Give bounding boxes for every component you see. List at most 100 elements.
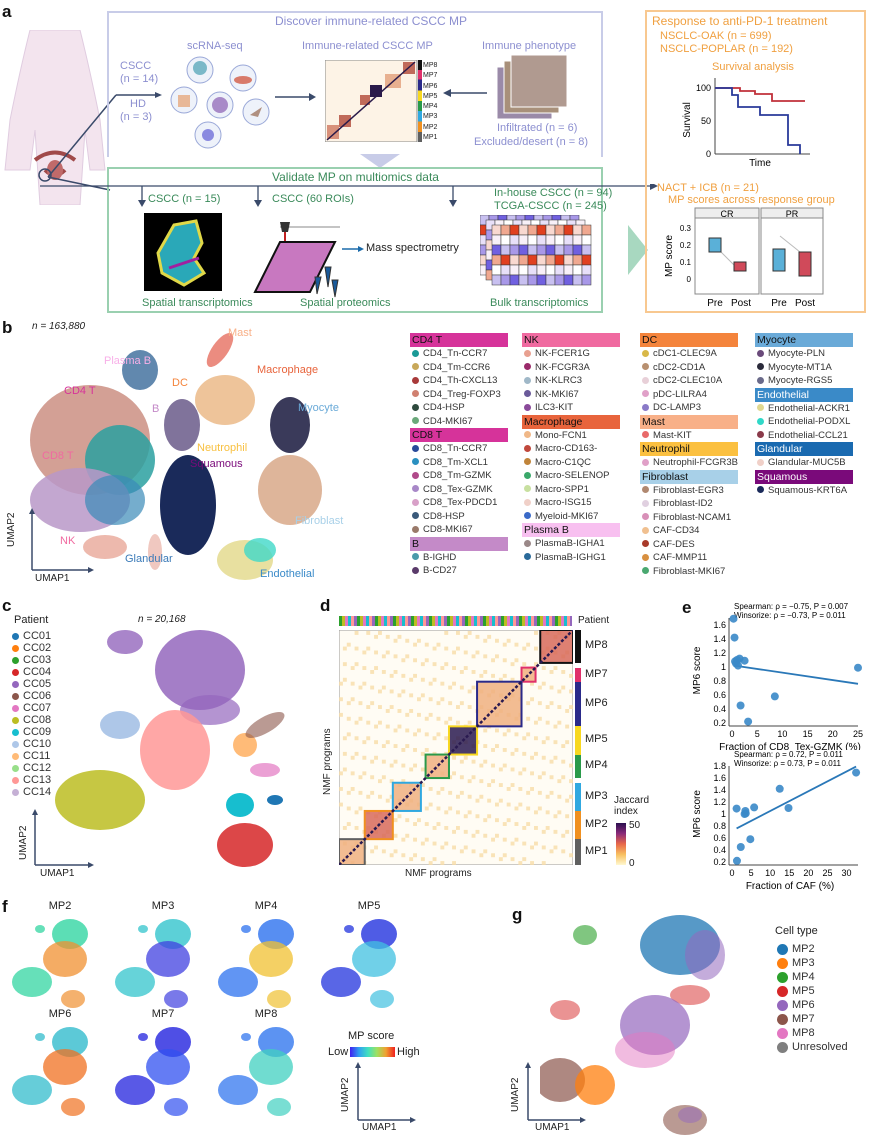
heatmap-cell (440, 845, 445, 850)
heatmap-cell (448, 685, 453, 690)
celltype-label: MP5 (792, 985, 815, 997)
x-tick-label: 15 (784, 868, 794, 878)
heatmap-cell (475, 798, 480, 803)
legend-dot-icon (12, 668, 19, 676)
heatmap-cell (393, 744, 398, 748)
bulk-heatmap-cell (527, 234, 538, 246)
y-tick-label: 1 (721, 809, 726, 819)
y-tick-label: 1.2 (713, 648, 726, 658)
cluster-label-dc: DC (172, 377, 188, 389)
heatmap-cell (502, 763, 507, 768)
heatmap-cell (389, 779, 394, 784)
mass-spec-label: Mass spectrometry (366, 242, 459, 254)
heatmap-cell (541, 681, 546, 686)
bulk-heatmap-cell (554, 274, 565, 286)
bulk-heatmap-cell (536, 264, 547, 276)
legend-item-label: B-CD27 (423, 565, 457, 576)
legend-item-label: Myocyte-RGS5 (768, 375, 833, 386)
panel-label-d: d (320, 596, 331, 615)
heatmap-cell (534, 720, 538, 725)
heatmap-cell (491, 837, 495, 842)
heatmap-cell (417, 728, 421, 733)
mini-mp-label: MP7 (423, 72, 438, 80)
legend-item-label: CAF-CD34 (653, 525, 700, 536)
excluded-label: Excluded/desert (n = 8) (474, 136, 589, 148)
heatmap-cell (561, 775, 566, 780)
scatter-annotation: Spearman: ρ = −0.75, P = 0.007 (734, 602, 849, 611)
celltype-legend-item: MP3 (775, 956, 848, 970)
legend-item: cDC1-CLEC9A (640, 347, 738, 361)
heatmap-cell (565, 709, 570, 713)
legend-item-label: CD8-HSP (423, 510, 465, 522)
legend-item-label: Fibroblast-MKI67 (653, 565, 726, 577)
heatmap-cell (526, 806, 531, 811)
legend-item: CAF-MMP11 (640, 551, 738, 565)
heatmap-cell (541, 829, 546, 834)
legend-item: Fibroblast-NCAM1 (640, 511, 738, 525)
bulk-heatmap-cell (536, 244, 547, 256)
heatmap-cell (537, 775, 542, 780)
heatmap-cell (483, 670, 488, 674)
heatmap-cell (448, 716, 453, 721)
scatter-point (852, 768, 861, 777)
heatmap-cell (549, 775, 554, 780)
heatmap-cell (346, 642, 351, 647)
heatmap-cell (483, 849, 488, 854)
heatmap-cell (350, 771, 355, 776)
survival-tick: 100 (696, 83, 711, 93)
cluster-label-plasma-b: Plasma B (104, 355, 152, 367)
heatmap-cell (401, 853, 406, 858)
patient-label: CC02 (23, 642, 52, 654)
legend-item: CD8_Tex-GZMK (410, 483, 508, 497)
heatmap-cell (502, 658, 507, 663)
heatmap-cell (463, 829, 468, 834)
f-low-label: Low (328, 1046, 349, 1058)
bulk-heatmap-cell (581, 224, 592, 236)
heatmap-cell (393, 849, 398, 854)
d-colorbar-min: 0 (629, 858, 635, 869)
heatmap-cell (420, 783, 425, 787)
y-tick-label: 1.2 (713, 797, 726, 807)
legend-dot-icon (12, 740, 19, 748)
heatmap-cell (436, 790, 441, 795)
heatmap-cell (440, 681, 445, 686)
heatmap-cell (370, 759, 375, 764)
scatter-caf: Spearman: ρ = 0.72, P = 0.011Winsorize: … (692, 750, 861, 892)
legend-item: pDC-LILRA4 (640, 388, 738, 402)
heatmap-cell (569, 689, 573, 694)
legend-item-label: NK-FCER1G (535, 348, 590, 359)
heatmap-cell (553, 845, 558, 850)
mp-label: MP4 (585, 759, 608, 772)
patient-legend-item: CC02 (10, 642, 51, 654)
y-tick-label: 0.2 (713, 718, 726, 728)
heatmap-cell (448, 790, 453, 795)
heatmap-cell (385, 798, 390, 803)
heatmap-cell (537, 716, 542, 721)
heatmap-cell (413, 748, 417, 752)
scatter-point (734, 661, 743, 670)
heatmap-cell (358, 775, 363, 780)
cluster-label-mast: Mast (228, 327, 252, 339)
f-umap-plot (218, 1027, 294, 1116)
heatmap-cell (498, 767, 503, 772)
mp-heatmap-title: Immune-related CSCC MP (302, 40, 433, 52)
d-ylabel: NMF programs (322, 728, 333, 795)
heatmap-cell (424, 716, 429, 721)
legend-item: DC-LAMP3 (640, 401, 738, 415)
heatmap-cell (514, 642, 519, 647)
heatmap-cell (467, 794, 472, 799)
legend-dot-icon (12, 644, 19, 652)
legend-dot-icon (524, 498, 531, 506)
heatmap-cell (569, 779, 573, 784)
y-tick-label: 0.6 (713, 690, 726, 700)
heatmap-cell (502, 748, 507, 752)
heatmap-cell (557, 779, 562, 784)
legend-dot-icon (642, 553, 649, 561)
heatmap-cell (350, 697, 355, 702)
heatmap-cell (440, 787, 445, 791)
heatmap-cell (342, 677, 347, 682)
c-umap (32, 630, 285, 868)
legend-dot-icon (412, 390, 419, 398)
heatmap-cell (440, 861, 445, 865)
heatmap-cell (389, 673, 394, 678)
